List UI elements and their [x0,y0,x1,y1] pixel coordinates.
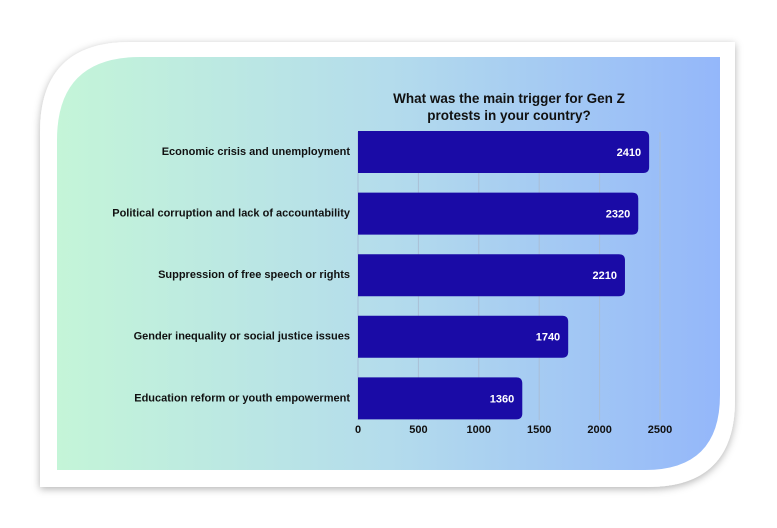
bar [358,377,523,420]
bar [358,192,639,235]
value-label: 2320 [606,209,630,221]
plot: 0 500 1000 1500 2000 2500 Economic crisis and … [112,131,672,436]
x-tick-label: 1000 [467,424,491,436]
y-tick-label: Political corruption and lack of account… [112,208,351,220]
x-tick-label: 1500 [527,424,551,436]
bar [358,254,625,297]
chart-title: What was the main trigger for Gen Z prot… [393,91,625,123]
x-tick-label: 500 [409,424,427,436]
x-tick-label: 2500 [648,424,672,436]
value-label: 2410 [617,147,641,159]
value-label: 1360 [490,393,514,405]
bar [358,131,650,173]
value-label: 2210 [592,270,616,282]
y-tick-label: Economic crisis and unemployment [162,146,351,158]
x-tick-label: 0 [355,424,361,436]
bar [358,315,569,358]
y-tick-label: Gender inequality or social justice issu… [134,331,350,343]
y-tick-label: Suppression of free speech or rights [158,269,350,281]
value-label: 1740 [536,332,560,344]
y-tick-label: Education reform or youth empowerment [134,392,350,404]
x-tick-label: 2000 [587,424,611,436]
